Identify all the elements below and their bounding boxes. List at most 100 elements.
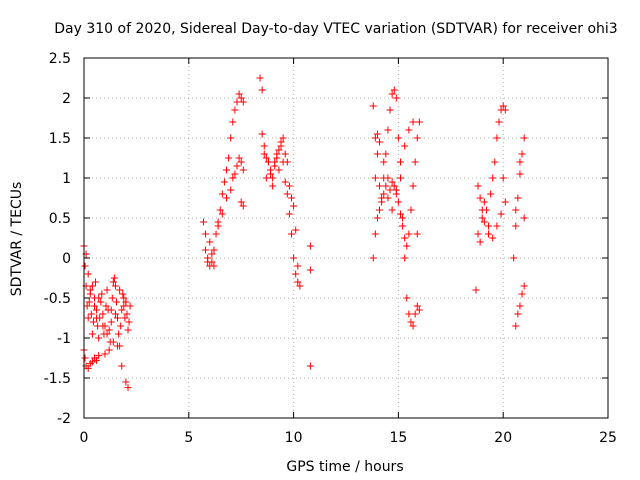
data-point <box>495 118 503 126</box>
y-axis-label: SDTVAR / TECUs <box>9 182 25 297</box>
data-point <box>407 318 415 326</box>
data-point <box>199 218 207 226</box>
data-point <box>518 150 526 158</box>
data-point <box>86 290 94 298</box>
data-point <box>122 378 130 386</box>
data-point <box>120 294 128 302</box>
data-point <box>118 306 126 314</box>
data-point <box>491 158 499 166</box>
data-point <box>401 234 409 242</box>
data-point <box>258 130 266 138</box>
data-point <box>99 310 107 318</box>
data-point <box>269 182 277 190</box>
y-tick-label: 1.5 <box>49 131 71 147</box>
data-point <box>290 202 298 210</box>
data-point <box>283 190 291 198</box>
data-point <box>93 314 101 322</box>
data-point <box>81 262 89 270</box>
data-point <box>237 198 245 206</box>
data-point <box>394 134 402 142</box>
y-tick-label: 1 <box>62 171 71 187</box>
data-point <box>218 210 226 218</box>
y-tick-label: -1 <box>57 331 71 347</box>
data-point <box>126 302 134 310</box>
data-point <box>279 158 287 166</box>
data-point <box>386 106 394 114</box>
data-point <box>415 306 423 314</box>
data-point <box>285 182 293 190</box>
data-point <box>520 134 528 142</box>
data-point <box>478 206 486 214</box>
grid <box>84 58 608 418</box>
data-point <box>208 258 216 266</box>
data-point <box>514 310 522 318</box>
data-point <box>382 150 390 158</box>
data-point <box>520 214 528 222</box>
data-point <box>214 222 222 230</box>
data-point <box>206 238 214 246</box>
data-point <box>371 174 379 182</box>
data-point <box>95 352 103 360</box>
data-point <box>233 98 241 106</box>
data-point <box>474 230 482 238</box>
data-point <box>394 198 402 206</box>
data-point <box>122 298 130 306</box>
data-point <box>403 294 411 302</box>
data-point <box>390 86 398 94</box>
data-point <box>262 174 270 182</box>
data-point <box>202 230 210 238</box>
data-point <box>292 226 300 234</box>
data-point <box>88 282 96 290</box>
data-point <box>121 314 129 322</box>
data-point <box>116 286 124 294</box>
data-point <box>376 206 384 214</box>
data-point <box>202 246 210 254</box>
data-point <box>369 254 377 262</box>
x-tick-label: 0 <box>80 430 89 446</box>
data-point <box>388 178 396 186</box>
data-point <box>285 210 293 218</box>
data-point <box>376 182 384 190</box>
data-point <box>288 230 296 238</box>
data-point <box>409 182 417 190</box>
data-point <box>208 250 216 258</box>
data-point <box>93 306 101 314</box>
data-point <box>516 170 524 178</box>
data-point <box>499 174 507 182</box>
data-point <box>115 330 123 338</box>
data-point <box>384 194 392 202</box>
data-point <box>98 290 106 298</box>
data-point <box>380 190 388 198</box>
data-point <box>271 162 279 170</box>
data-point <box>382 182 390 190</box>
data-point <box>407 206 415 214</box>
data-point <box>489 174 497 182</box>
data-point <box>231 106 239 114</box>
data-point <box>489 234 497 242</box>
data-point <box>518 290 526 298</box>
data-point <box>103 286 111 294</box>
data-point <box>235 154 243 162</box>
data-point <box>239 98 247 106</box>
data-point <box>281 178 289 186</box>
data-point <box>497 210 505 218</box>
data-point <box>101 350 109 358</box>
data-point <box>89 318 97 326</box>
data-point <box>279 134 287 142</box>
data-point <box>306 266 314 274</box>
data-point <box>108 294 116 302</box>
data-point <box>512 222 520 230</box>
data-point <box>403 242 411 250</box>
data-point <box>501 198 509 206</box>
data-point <box>84 270 92 278</box>
data-point <box>399 214 407 222</box>
data-point <box>292 270 300 278</box>
data-point <box>105 346 113 354</box>
data-point <box>92 278 100 286</box>
data-point <box>204 254 212 262</box>
data-point <box>81 354 89 362</box>
axis-ticks: 0 5 10 15 20 25 -2 -1.5 -1 -0.5 0 0.5 1 1.5 2 2.5 <box>44 51 617 446</box>
data-point <box>218 190 226 198</box>
data-point <box>388 90 396 98</box>
data-point <box>118 362 126 370</box>
